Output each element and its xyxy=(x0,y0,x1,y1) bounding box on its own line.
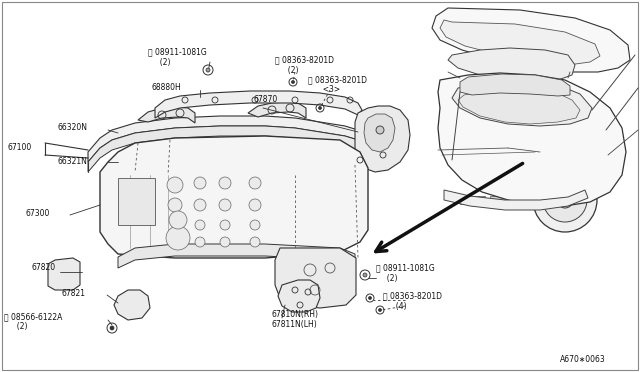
Circle shape xyxy=(543,178,587,222)
Circle shape xyxy=(291,80,294,83)
Polygon shape xyxy=(275,248,356,308)
Text: 67810N(RH): 67810N(RH) xyxy=(272,310,319,318)
Circle shape xyxy=(168,198,182,212)
Polygon shape xyxy=(138,107,195,123)
Circle shape xyxy=(219,177,231,189)
Text: Ⓝ 08911-1081G: Ⓝ 08911-1081G xyxy=(148,48,207,57)
Text: <3>: <3> xyxy=(318,86,340,94)
Polygon shape xyxy=(48,258,80,290)
Bar xyxy=(490,196,515,204)
Text: 66321N: 66321N xyxy=(58,157,88,167)
Text: 67870: 67870 xyxy=(253,96,277,105)
Text: Ⓢ 08363-8201D: Ⓢ 08363-8201D xyxy=(383,292,442,301)
Polygon shape xyxy=(278,280,320,312)
Polygon shape xyxy=(155,91,362,118)
Circle shape xyxy=(166,226,190,250)
Polygon shape xyxy=(118,244,355,268)
Circle shape xyxy=(194,177,206,189)
Polygon shape xyxy=(432,8,630,72)
Polygon shape xyxy=(438,73,626,206)
Circle shape xyxy=(319,106,321,109)
Circle shape xyxy=(250,220,260,230)
Bar xyxy=(540,78,552,86)
Text: 67821: 67821 xyxy=(62,289,86,298)
Circle shape xyxy=(249,177,261,189)
Circle shape xyxy=(250,237,260,247)
Circle shape xyxy=(206,68,210,72)
Circle shape xyxy=(376,126,384,134)
Circle shape xyxy=(369,296,371,299)
Text: 67811N(LH): 67811N(LH) xyxy=(272,320,317,328)
Circle shape xyxy=(363,273,367,277)
Polygon shape xyxy=(448,48,575,82)
Bar xyxy=(55,265,65,283)
Circle shape xyxy=(533,168,597,232)
Polygon shape xyxy=(458,89,580,124)
Circle shape xyxy=(110,326,114,330)
Circle shape xyxy=(219,199,231,211)
Text: (2): (2) xyxy=(382,273,397,282)
Polygon shape xyxy=(114,290,150,320)
Text: 66320N: 66320N xyxy=(58,124,88,132)
Text: (4): (4) xyxy=(391,301,406,311)
Bar xyxy=(522,196,547,204)
Polygon shape xyxy=(452,82,592,126)
Circle shape xyxy=(194,199,206,211)
Text: Ⓢ 08566-6122A: Ⓢ 08566-6122A xyxy=(4,312,62,321)
Text: 67100: 67100 xyxy=(8,142,32,151)
Polygon shape xyxy=(364,114,395,152)
Text: Ⓢ 08363-8201D: Ⓢ 08363-8201D xyxy=(308,76,367,84)
Text: (2): (2) xyxy=(283,65,298,74)
Bar xyxy=(286,292,292,302)
Bar xyxy=(286,268,294,284)
Bar xyxy=(480,78,495,86)
Polygon shape xyxy=(88,126,365,172)
Circle shape xyxy=(195,220,205,230)
Circle shape xyxy=(220,220,230,230)
Polygon shape xyxy=(444,190,588,210)
Circle shape xyxy=(167,177,183,193)
Text: 68880H: 68880H xyxy=(152,83,182,93)
Text: (2): (2) xyxy=(155,58,170,67)
Polygon shape xyxy=(88,116,365,162)
Text: Ⓝ 08911-1081G: Ⓝ 08911-1081G xyxy=(376,263,435,273)
Text: Ⓢ 08363-8201D: Ⓢ 08363-8201D xyxy=(275,55,334,64)
Bar xyxy=(552,195,574,203)
Polygon shape xyxy=(440,20,600,65)
Bar xyxy=(460,196,485,204)
Circle shape xyxy=(378,308,381,311)
Circle shape xyxy=(220,237,230,247)
Text: 67300: 67300 xyxy=(25,208,49,218)
Circle shape xyxy=(557,192,573,208)
Circle shape xyxy=(249,199,261,211)
Circle shape xyxy=(195,237,205,247)
Circle shape xyxy=(169,211,187,229)
Text: A670∗0063: A670∗0063 xyxy=(560,356,605,365)
Text: 67820: 67820 xyxy=(32,263,56,273)
Polygon shape xyxy=(248,102,306,118)
Polygon shape xyxy=(355,106,410,172)
Bar xyxy=(510,77,525,85)
Polygon shape xyxy=(118,178,155,225)
Polygon shape xyxy=(100,136,368,258)
Text: (2): (2) xyxy=(12,323,28,331)
Polygon shape xyxy=(460,74,570,96)
